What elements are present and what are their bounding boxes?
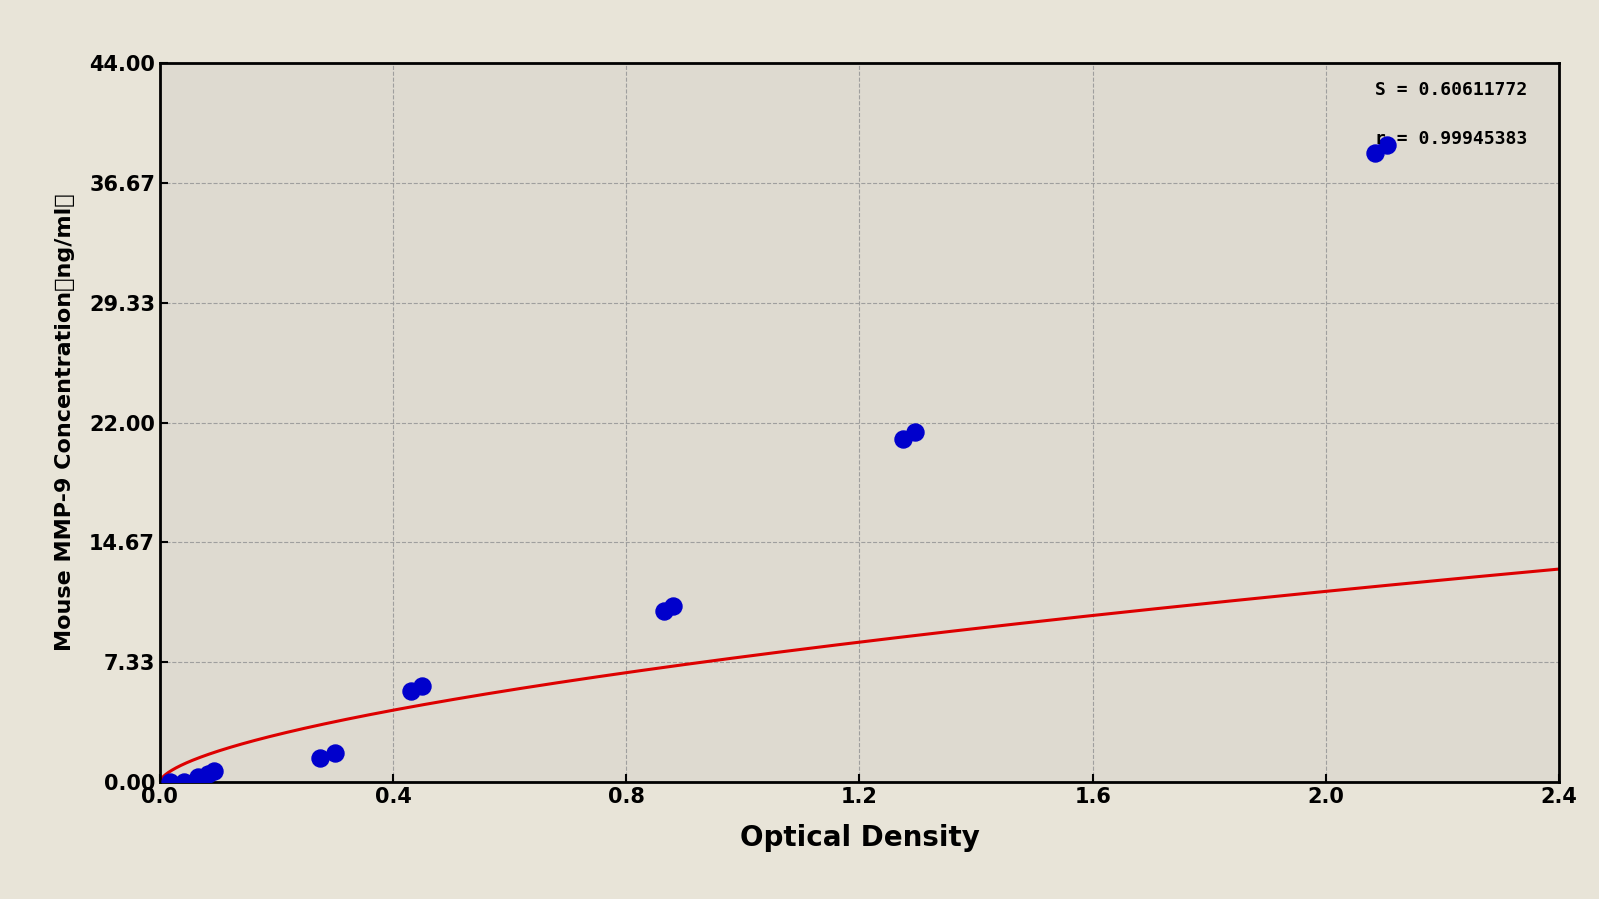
Point (1374, 138, 1399, 152)
Y-axis label: Mouse MMP-9 Concentration（ng/ml）: Mouse MMP-9 Concentration（ng/ml） (54, 193, 75, 652)
Point (195, 767, 221, 781)
Point (307, 751, 333, 765)
Text: S = 0.60611772: S = 0.60611772 (1375, 81, 1527, 99)
Point (660, 599, 686, 613)
Point (171, 775, 197, 789)
X-axis label: Optical Density: Optical Density (739, 823, 980, 851)
Point (891, 432, 916, 446)
Point (1362, 146, 1388, 160)
Point (409, 679, 435, 693)
Point (158, 775, 184, 789)
Point (321, 745, 347, 760)
Point (201, 763, 227, 778)
Text: r = 0.99945383: r = 0.99945383 (1375, 130, 1527, 148)
Point (185, 770, 211, 785)
Point (398, 683, 424, 698)
Point (651, 603, 676, 618)
Point (902, 425, 927, 440)
